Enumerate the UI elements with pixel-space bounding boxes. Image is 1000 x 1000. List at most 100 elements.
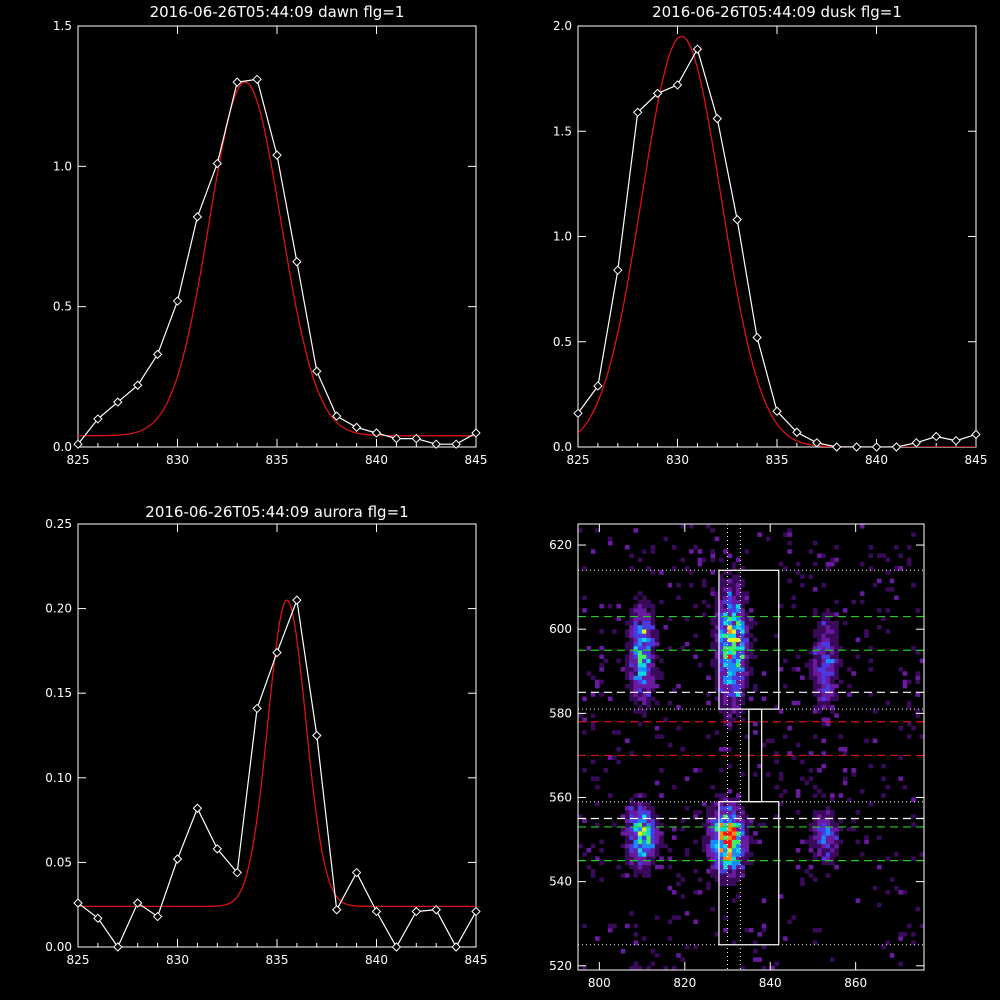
heatmap-cell — [646, 814, 651, 819]
heatmap-cell — [637, 847, 643, 853]
heatmap-cell — [701, 578, 707, 584]
heatmap-cell — [830, 667, 835, 672]
heatmap-cell — [851, 826, 856, 832]
heatmap-cell — [637, 650, 643, 655]
heatmap-cell — [620, 667, 626, 672]
data-point — [252, 703, 262, 714]
heatmap-cell — [595, 683, 600, 689]
heatmap-cell — [740, 869, 745, 874]
data-point — [792, 427, 802, 437]
heatmap-cell — [808, 549, 814, 554]
heatmap-cell — [821, 654, 827, 659]
heatmap-cell — [744, 591, 750, 596]
heatmap-cell — [671, 566, 677, 571]
heatmap-cell — [714, 814, 720, 819]
heatmap-cell — [723, 570, 728, 575]
heatmap-cell — [812, 940, 818, 946]
heatmap-cell — [740, 772, 745, 777]
heatmap-cell — [706, 843, 711, 849]
heatmap-cell — [693, 869, 698, 874]
heatmap-cell — [748, 616, 754, 622]
heatmap-cell — [646, 704, 651, 710]
data-point — [132, 380, 143, 390]
heatmap-cell — [633, 709, 639, 714]
heatmap-cell — [654, 822, 660, 828]
heatmap-cell — [868, 763, 874, 769]
heatmap-cell — [834, 624, 839, 630]
heatmap-cell — [633, 692, 639, 697]
heatmap-cell — [633, 595, 639, 601]
heatmap-cell — [727, 713, 733, 718]
heatmap-cell — [629, 847, 634, 853]
heatmap-cell — [723, 805, 728, 811]
heatmap-cell — [607, 536, 613, 542]
heatmap-cell — [834, 629, 839, 634]
heatmap-cell — [778, 894, 784, 899]
heatmap-cell — [812, 629, 818, 634]
heatmap-cell — [642, 667, 647, 672]
heatmap-cell — [727, 587, 733, 592]
heatmap-cell — [842, 747, 848, 752]
heatmap-cell — [714, 864, 720, 870]
heatmap-cell — [821, 856, 827, 861]
heatmap-cell — [629, 629, 634, 634]
heatmap-cell — [599, 839, 604, 845]
heatmap-cell — [877, 864, 882, 870]
heatmap-cell — [718, 658, 724, 664]
heatmap-cell — [795, 810, 801, 815]
heatmap-cell — [859, 524, 865, 529]
data-point — [593, 381, 603, 391]
heatmap-cell — [834, 831, 839, 836]
heatmap-cell — [748, 860, 754, 866]
x-tick-label: 840 — [365, 453, 388, 467]
heatmap-cell — [821, 658, 827, 664]
heatmap-cell — [701, 557, 707, 563]
heatmap-cell — [830, 641, 835, 647]
heatmap-cell — [825, 843, 831, 849]
heatmap-cell — [830, 633, 835, 638]
heatmap-cell — [654, 671, 660, 676]
heatmap-cell — [676, 915, 681, 920]
heatmap-cell — [718, 646, 724, 651]
heatmap-cell — [727, 709, 733, 714]
heatmap-cell — [821, 679, 827, 685]
heatmap-cell — [624, 818, 630, 824]
heatmap-cell — [834, 620, 839, 626]
heatmap-cell — [825, 646, 831, 651]
heatmap-cell — [821, 831, 827, 836]
heatmap-cell — [723, 843, 728, 849]
heatmap-cell — [654, 641, 660, 647]
heatmap-cell — [774, 759, 780, 765]
heatmap-cell — [590, 843, 596, 849]
heatmap-cell — [825, 696, 831, 702]
heatmap-cell — [667, 646, 673, 651]
heatmap-cell — [731, 797, 737, 802]
heatmap-cell — [654, 780, 660, 786]
heatmap-cell — [629, 860, 634, 866]
heatmap-cell — [701, 835, 707, 840]
heatmap-cell — [740, 595, 745, 601]
heatmap-cell — [714, 671, 720, 676]
heatmap-cell — [911, 582, 916, 588]
heatmap-cell — [830, 650, 835, 655]
heatmap-cell — [731, 717, 737, 723]
heatmap-cell — [830, 671, 835, 676]
heatmap-cell — [642, 814, 647, 819]
heatmap-cell — [718, 620, 724, 626]
heatmap-cell — [633, 624, 639, 630]
heatmap-cell — [718, 599, 724, 605]
heatmap-cell — [817, 679, 822, 685]
heatmap-cell — [740, 591, 745, 596]
heatmap-cell — [637, 839, 643, 845]
heatmap-cell — [727, 578, 733, 584]
heatmap-cell — [817, 822, 822, 828]
heatmap-cell — [761, 923, 767, 929]
heatmap-cell — [646, 873, 651, 878]
heatmap-cell — [659, 734, 664, 739]
heatmap-cell — [808, 839, 814, 845]
heatmap-cell — [731, 843, 737, 849]
heatmap-cell — [714, 869, 720, 874]
heatmap-cell — [714, 835, 720, 840]
heatmap-cell — [838, 818, 844, 824]
heatmap-cell — [680, 646, 686, 651]
